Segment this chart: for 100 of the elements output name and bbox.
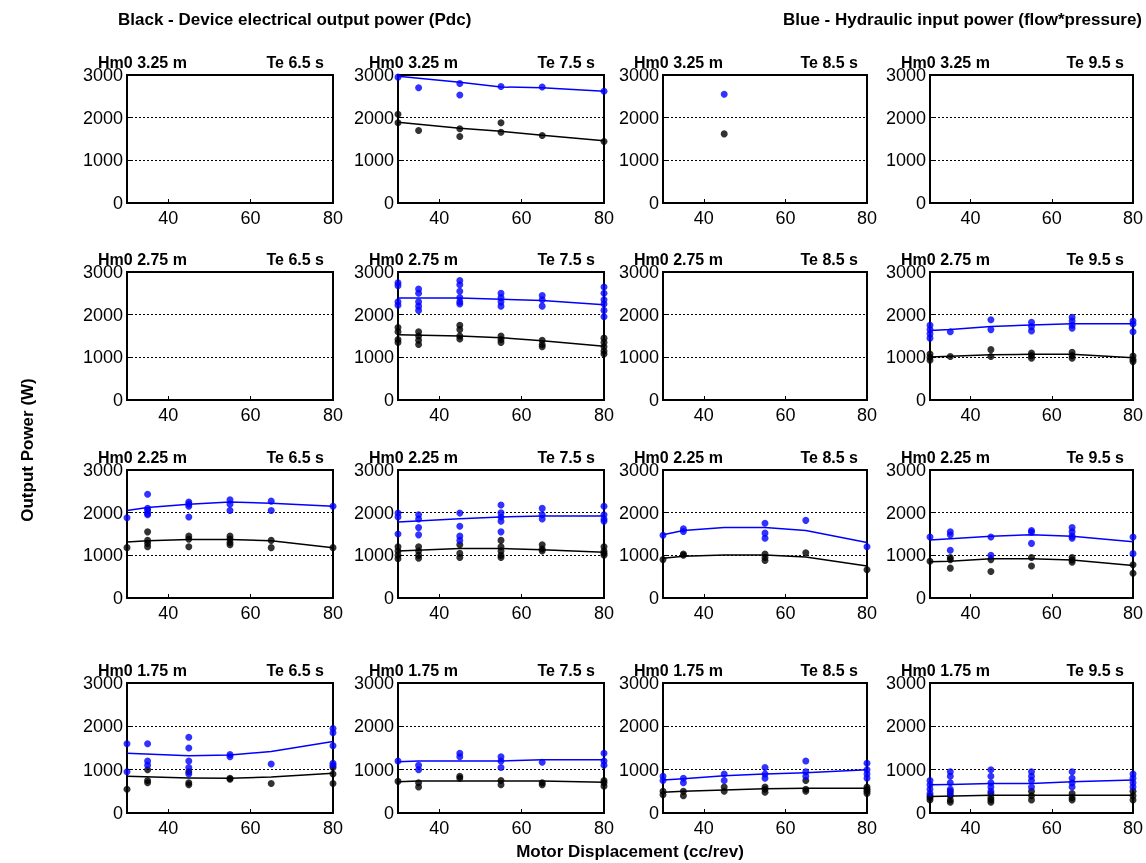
y-tick-label: 2000 (82, 107, 123, 128)
x-tick-label: 40 (693, 405, 714, 425)
y-tick-label: 2000 (353, 716, 394, 737)
y-tick-label: 2000 (885, 304, 926, 325)
y-tick-label: 0 (383, 803, 394, 823)
x-tick-label: 40 (693, 603, 714, 623)
y-tick-label: 0 (383, 390, 394, 410)
x-tick-label: 80 (322, 603, 344, 623)
chart-subtitle: Te 9.5 s (1066, 661, 1125, 679)
y-tick-label: 2000 (618, 107, 659, 128)
x-tick-label: 40 (429, 603, 450, 623)
y-tick-label: 1000 (618, 759, 659, 780)
x-tick-label: 40 (693, 818, 714, 838)
chart-subtitle: Te 6.5 s (266, 250, 325, 268)
x-tick-label: 40 (960, 818, 981, 838)
y-tick-label: 2000 (618, 502, 659, 523)
y-tick-label: 2000 (885, 107, 926, 128)
x-tick-label: 60 (511, 405, 532, 425)
x-tick-label: 60 (511, 208, 532, 228)
x-tick-label: 60 (240, 818, 261, 838)
y-tick-label: 1000 (82, 545, 123, 566)
x-tick-label: 80 (1122, 603, 1144, 623)
x-tick-label: 80 (322, 405, 344, 425)
chart-subtitle: Te 6.5 s (266, 53, 325, 71)
x-tick-label: 60 (1041, 818, 1062, 838)
x-tick-label: 80 (856, 818, 878, 838)
x-tick-label: 40 (158, 603, 179, 623)
y-tick-label: 0 (112, 803, 123, 823)
y-tick-label: 0 (112, 390, 123, 410)
x-tick-label: 60 (240, 208, 261, 228)
x-tick-label: 80 (1122, 405, 1144, 425)
x-tick-label: 40 (429, 405, 450, 425)
x-tick-label: 80 (593, 603, 615, 623)
x-tick-label: 40 (960, 208, 981, 228)
chart-subtitle: Te 9.5 s (1066, 448, 1125, 466)
y-tick-label: 2000 (618, 716, 659, 737)
chart-subtitle: Te 9.5 s (1066, 53, 1125, 71)
y-tick-label: 2000 (353, 107, 394, 128)
x-tick-label: 60 (1041, 208, 1062, 228)
y-tick-label: 0 (383, 193, 394, 213)
y-tick-label: 1000 (353, 759, 394, 780)
y-tick-label: 2000 (353, 304, 394, 325)
y-tick-label: 0 (648, 588, 659, 608)
y-tick-label: 2000 (353, 502, 394, 523)
y-tick-label: 2000 (82, 502, 123, 523)
y-tick-label: 1000 (618, 150, 659, 171)
y-tick-label: 0 (648, 193, 659, 213)
x-tick-label: 80 (1122, 208, 1144, 228)
y-axis-title: Output Power (W) (18, 378, 38, 522)
x-tick-label: 60 (511, 818, 532, 838)
chart-subtitle: Te 6.5 s (266, 661, 325, 679)
chart-subtitle: Te 7.5 s (537, 661, 596, 679)
y-tick-label: 0 (112, 588, 123, 608)
y-tick-label: 0 (383, 588, 394, 608)
x-tick-label: 60 (240, 405, 261, 425)
y-tick-label: 1000 (82, 347, 123, 368)
y-tick-label: 1000 (82, 759, 123, 780)
x-tick-label: 80 (593, 405, 615, 425)
x-tick-label: 60 (1041, 405, 1062, 425)
x-tick-label: 80 (856, 208, 878, 228)
x-tick-label: 60 (775, 603, 796, 623)
y-tick-label: 1000 (618, 347, 659, 368)
x-tick-label: 60 (1041, 603, 1062, 623)
x-tick-label: 60 (511, 603, 532, 623)
y-tick-label: 0 (648, 390, 659, 410)
x-tick-label: 60 (240, 603, 261, 623)
y-tick-label: 0 (915, 390, 926, 410)
y-tick-label: 2000 (82, 716, 123, 737)
y-tick-label: 1000 (618, 545, 659, 566)
y-tick-label: 0 (915, 193, 926, 213)
x-axis-title: Motor Displacement (cc/rev) (516, 842, 744, 862)
x-tick-label: 60 (775, 818, 796, 838)
y-tick-label: 1000 (885, 347, 926, 368)
x-tick-label: 40 (960, 405, 981, 425)
y-tick-label: 0 (915, 803, 926, 823)
chart-subtitle: Te 7.5 s (537, 250, 596, 268)
y-tick-label: 1000 (353, 347, 394, 368)
y-tick-label: 2000 (618, 304, 659, 325)
y-tick-label: 1000 (353, 150, 394, 171)
x-tick-label: 80 (593, 818, 615, 838)
chart-subtitle: Te 8.5 s (800, 661, 859, 679)
y-tick-label: 1000 (82, 150, 123, 171)
text: Black - Device electrical output power (Pdc) (118, 10, 472, 30)
x-tick-label: 40 (429, 818, 450, 838)
chart-subtitle: Te 6.5 s (266, 448, 325, 466)
y-tick-label: 0 (112, 193, 123, 213)
x-tick-label: 40 (158, 405, 179, 425)
y-tick-label: 2000 (885, 716, 926, 737)
x-tick-label: 40 (158, 818, 179, 838)
y-tick-label: 0 (915, 588, 926, 608)
text: Blue - Hydraulic input power (flow*pressure) (783, 10, 1142, 30)
chart-subtitle: Te 7.5 s (537, 53, 596, 71)
y-tick-label: 2000 (82, 304, 123, 325)
chart-subtitle: Te 8.5 s (800, 448, 859, 466)
x-tick-label: 80 (856, 603, 878, 623)
chart-subtitle: Te 8.5 s (800, 250, 859, 268)
y-tick-label: 1000 (885, 150, 926, 171)
x-tick-label: 60 (775, 405, 796, 425)
x-tick-label: 80 (593, 208, 615, 228)
x-tick-label: 40 (960, 603, 981, 623)
